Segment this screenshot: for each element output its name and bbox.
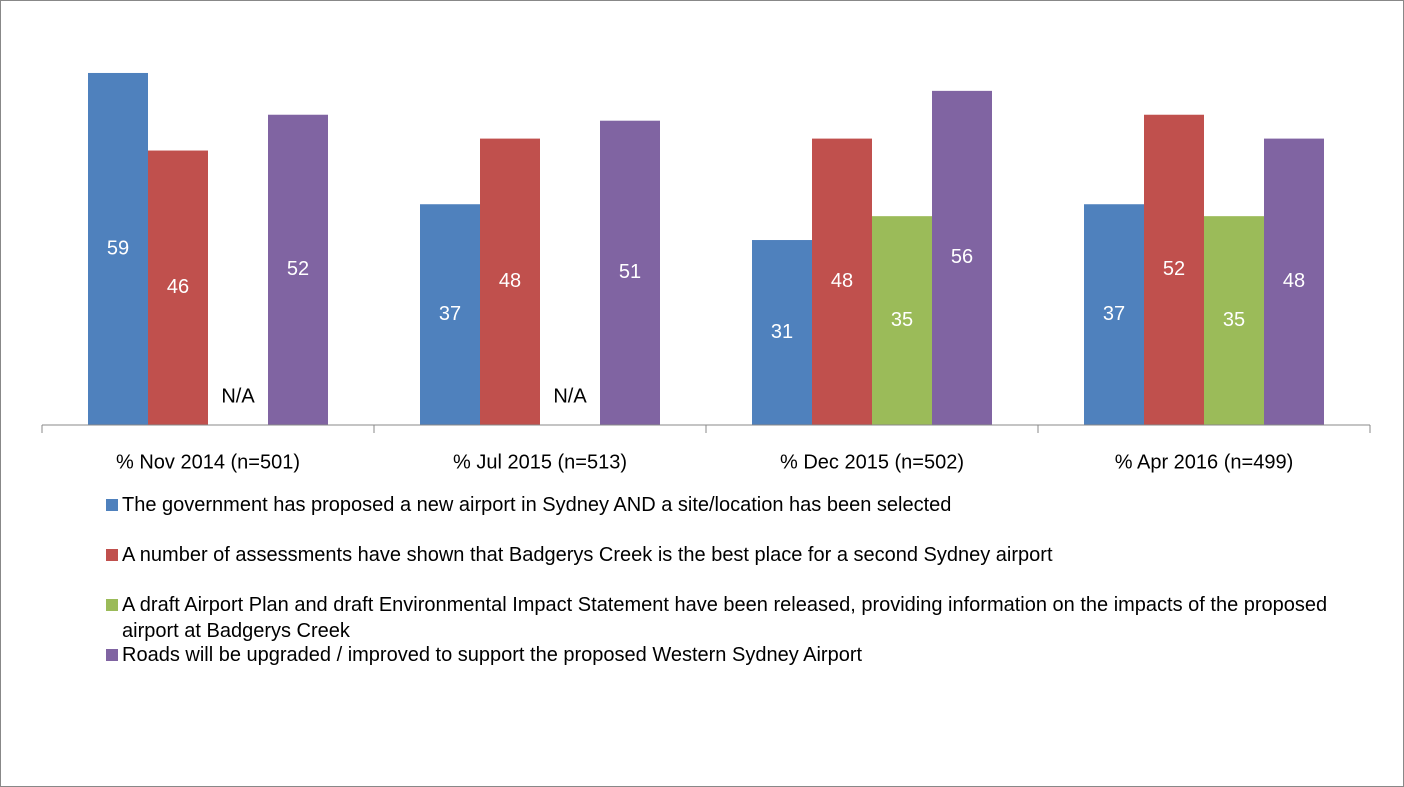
- legend-swatch: [106, 499, 118, 511]
- data-label: 48: [1283, 270, 1305, 292]
- legend-swatch: [106, 599, 118, 611]
- x-tick-label: % Nov 2014 (n=501): [116, 451, 300, 473]
- legend-label: Roads will be upgraded / improved to sup…: [122, 644, 863, 666]
- bar: [480, 138, 540, 425]
- legend-item: Roads will be upgraded / improved to sup…: [106, 642, 1346, 668]
- bar: [268, 114, 328, 425]
- bar: [932, 90, 992, 425]
- bar: [1204, 216, 1264, 425]
- data-label: 59: [107, 237, 129, 259]
- bar: [88, 72, 148, 425]
- data-label: 35: [1223, 309, 1245, 331]
- data-label: 46: [167, 276, 189, 298]
- legend-label: A draft Airport Plan and draft Environme…: [122, 594, 1328, 642]
- legend-label: A number of assessments have shown that …: [122, 544, 1053, 566]
- data-label: 31: [771, 321, 793, 343]
- bar: [600, 120, 660, 425]
- data-label: 37: [1103, 303, 1125, 325]
- legend-item: The government has proposed a new airpor…: [106, 492, 1346, 518]
- legend-item: A draft Airport Plan and draft Environme…: [106, 592, 1346, 644]
- data-label: N/A: [553, 385, 587, 407]
- bar: [1144, 114, 1204, 425]
- bar: [752, 240, 812, 425]
- data-label: 48: [831, 270, 853, 292]
- bar: [1264, 138, 1324, 425]
- data-label: 56: [951, 246, 973, 268]
- x-tick-label: % Dec 2015 (n=502): [780, 451, 964, 473]
- data-label: N/A: [221, 385, 255, 407]
- legend-item: A number of assessments have shown that …: [106, 542, 1346, 568]
- legend-swatch: [106, 549, 118, 561]
- x-tick-label: % Jul 2015 (n=513): [453, 451, 627, 473]
- data-label: 37: [439, 303, 461, 325]
- data-label: 51: [619, 261, 641, 283]
- data-label: 52: [1163, 258, 1185, 280]
- legend-swatch: [106, 649, 118, 661]
- bar: [1084, 204, 1144, 425]
- bar: [812, 138, 872, 425]
- data-label: 35: [891, 309, 913, 331]
- data-label: 52: [287, 258, 309, 280]
- bar: [872, 216, 932, 425]
- bar: [148, 150, 208, 426]
- bar: [420, 204, 480, 425]
- x-tick-label: % Apr 2016 (n=499): [1115, 451, 1293, 473]
- data-label: 48: [499, 270, 521, 292]
- legend-label: The government has proposed a new airpor…: [122, 494, 952, 516]
